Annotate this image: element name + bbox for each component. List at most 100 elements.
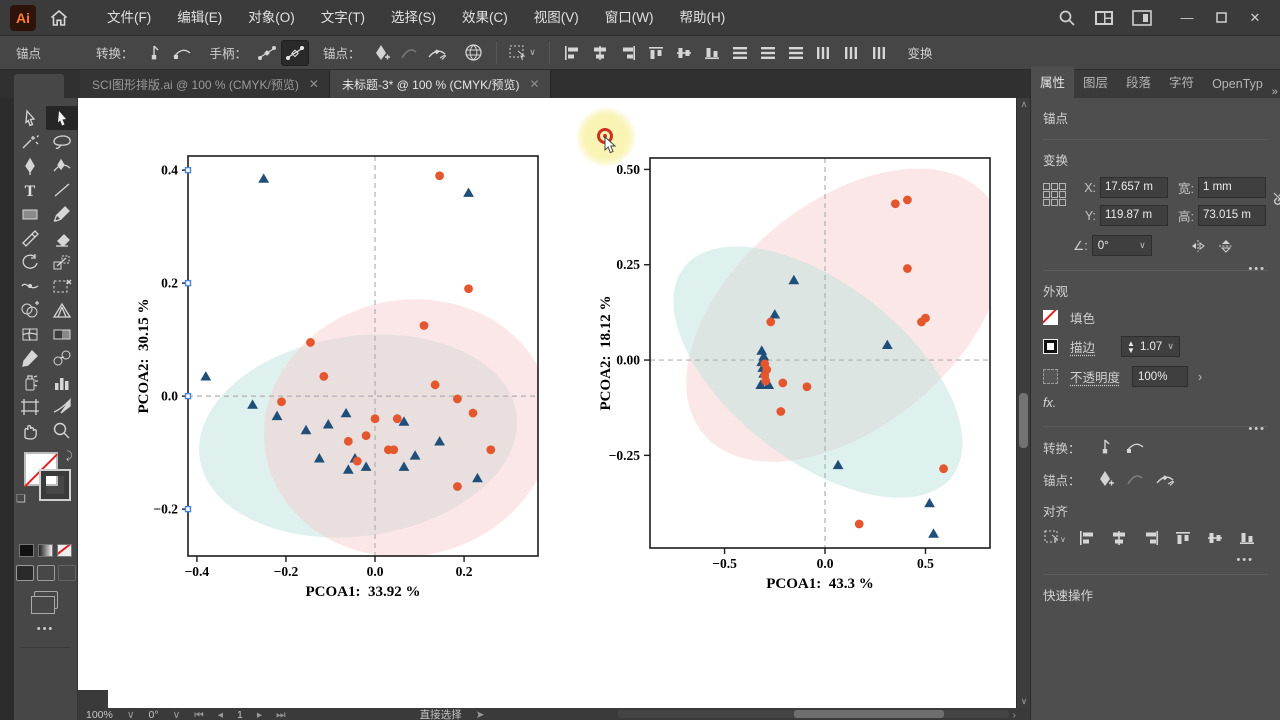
width-field[interactable]: 1 mm (1198, 177, 1266, 198)
panel-tab-属性[interactable]: 属性 (1031, 66, 1075, 98)
pen-tool[interactable] (14, 154, 46, 178)
gradient-tool[interactable] (46, 322, 78, 346)
stroke-weight-stepper[interactable]: ▲ ▼ 1.07 ∨ (1121, 336, 1180, 357)
dist-top-icon[interactable] (727, 41, 753, 65)
illustrator-logo[interactable]: Ai (10, 4, 36, 31)
scale-tool[interactable] (46, 250, 78, 274)
panel-align-h-center-icon[interactable] (1107, 528, 1131, 548)
panel-tab-段落[interactable]: 段落 (1126, 76, 1152, 90)
menu-item-9[interactable]: 帮助(H) (679, 9, 726, 25)
y-field[interactable]: 119.87 m (1100, 205, 1168, 226)
maximize-button[interactable] (1204, 0, 1238, 36)
edit-toolbar-button[interactable]: ••• (36, 623, 55, 635)
chart-2[interactable]: −0.5 0.0 0.5 0.50 0.25 0.00 −0.25 PCOA1: 43.3 %… (598, 111, 1016, 592)
eyedropper-tool[interactable] (14, 346, 46, 370)
draw-normal-button[interactable] (15, 565, 34, 581)
perspective-grid-tool[interactable] (46, 298, 78, 322)
rotation-field[interactable]: 0° (148, 709, 159, 720)
menu-item-2[interactable]: 编辑(E) (177, 9, 223, 25)
panel-convert-corner-icon[interactable] (1093, 437, 1117, 457)
swap-fill-stroke-icon[interactable]: ⤸ (66, 450, 73, 462)
constrain-proportions-icon[interactable] (1272, 191, 1280, 207)
prev-artboard-icon[interactable]: ◂ (217, 709, 224, 720)
transform-link[interactable]: 变换 (907, 47, 933, 61)
default-fill-stroke-icon[interactable]: ❏ (16, 493, 26, 505)
scroll-up-icon[interactable]: ∧ (1020, 99, 1028, 109)
tools-panel-header[interactable] (14, 74, 64, 98)
convert-to-corner-icon[interactable] (141, 41, 167, 65)
show-handles-icon[interactable] (254, 41, 280, 65)
align-top-icon[interactable] (643, 41, 669, 65)
curvature-tool[interactable] (46, 154, 78, 178)
align-right-icon[interactable] (615, 41, 641, 65)
document-tab-1[interactable]: SCI图形排版.ai @ 100 % (CMYK/预览) ✕ (80, 70, 330, 98)
workspace-icon[interactable] (1132, 9, 1152, 26)
opacity-field[interactable]: 100% (1132, 366, 1189, 387)
add-anchor-icon[interactable] (368, 41, 394, 65)
dist-h-center-icon[interactable] (839, 41, 865, 65)
hand-tool[interactable] (14, 418, 46, 442)
minimize-button[interactable]: — (1180, 10, 1194, 25)
panel-remove-anchor-icon[interactable] (1123, 469, 1147, 489)
screen-mode-button[interactable] (30, 591, 58, 614)
flip-horizontal-icon[interactable] (1190, 239, 1206, 253)
align-to-selection-icon[interactable]: ∨ (506, 41, 540, 65)
hide-handles-icon[interactable] (281, 39, 310, 66)
menu-item-4[interactable]: 文字(T) (320, 9, 365, 25)
artboard-number-field[interactable]: 1 (237, 709, 243, 720)
stroke-swatch[interactable] (1043, 339, 1058, 354)
dist-v-center-icon[interactable] (755, 41, 781, 65)
convert-to-smooth-icon[interactable] (169, 41, 195, 65)
fx-button[interactable]: fx. (1043, 396, 1057, 410)
last-artboard-icon[interactable]: ⏭ (276, 709, 286, 720)
dist-bottom-icon[interactable] (783, 41, 809, 65)
mesh-tool[interactable] (14, 322, 46, 346)
scroll-down-icon[interactable]: ∨ (1020, 696, 1028, 706)
dist-right-icon[interactable] (867, 41, 893, 65)
panel-tab-图层[interactable]: 图层 (1083, 76, 1109, 90)
tab-close-icon[interactable]: ✕ (529, 77, 540, 91)
transform-more-button[interactable]: ••• (1248, 263, 1266, 275)
zoom-tool[interactable] (46, 418, 78, 442)
slice-tool[interactable] (46, 394, 78, 418)
rotate-tool[interactable] (14, 250, 46, 274)
height-field[interactable]: 73.015 m (1198, 205, 1266, 226)
home-icon[interactable] (50, 9, 68, 26)
panel-align-v-center-icon[interactable] (1203, 528, 1227, 548)
align-left-icon[interactable] (559, 41, 585, 65)
draw-behind-button[interactable] (36, 565, 55, 581)
color-button[interactable] (19, 544, 34, 557)
panel-convert-anchor-icon[interactable] (1153, 469, 1177, 489)
horizontal-scroll-thumb[interactable] (794, 710, 945, 718)
next-artboard-icon[interactable]: ▸ (256, 709, 263, 720)
panel-align-right-icon[interactable] (1139, 528, 1163, 548)
magic-wand-tool[interactable] (14, 130, 46, 154)
vertical-scrollbar[interactable]: ∧ ∨ (1016, 98, 1030, 708)
remove-anchor-icon[interactable] (396, 41, 422, 65)
direct-selection-tool[interactable] (14, 106, 46, 130)
align-to-selector-icon[interactable]: ∨ (1043, 528, 1067, 548)
opacity-swatch[interactable] (1043, 369, 1058, 384)
symbol-sprayer-tool[interactable] (14, 370, 46, 394)
selection-anchor[interactable] (184, 505, 192, 513)
panel-add-anchor-icon[interactable] (1093, 469, 1117, 489)
fill-swatch[interactable] (1043, 310, 1058, 325)
width-tool[interactable] (14, 274, 46, 298)
menu-item-7[interactable]: 视图(V) (533, 9, 579, 25)
align-h-center-icon[interactable] (587, 41, 613, 65)
vertical-scroll-thumb[interactable] (1019, 393, 1028, 448)
draw-inside-button[interactable] (57, 565, 76, 581)
eraser-tool[interactable] (46, 226, 78, 250)
flip-vertical-icon[interactable] (1218, 239, 1234, 253)
free-transform-tool[interactable] (46, 274, 78, 298)
selection-tool[interactable] (46, 106, 78, 130)
menu-item-8[interactable]: 窗口(W) (604, 9, 654, 25)
panel-collapse-icon[interactable]: » (1271, 86, 1278, 98)
opacity-expand-icon[interactable]: › (1198, 369, 1203, 384)
search-icon[interactable] (1058, 9, 1076, 27)
first-artboard-icon[interactable]: ⏮ (194, 709, 204, 720)
none-button[interactable] (57, 544, 72, 557)
panel-tab-OpenTyp[interactable]: OpenTyp (1212, 77, 1263, 91)
selection-anchor[interactable] (184, 166, 192, 174)
x-field[interactable]: 17.657 m (1100, 177, 1168, 198)
